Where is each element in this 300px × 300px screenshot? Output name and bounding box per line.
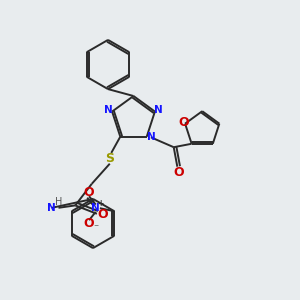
Text: O: O [84, 186, 94, 199]
Text: N: N [147, 132, 155, 142]
Text: N: N [103, 105, 112, 115]
Text: N: N [154, 105, 163, 115]
Text: O: O [84, 217, 94, 230]
Text: O: O [173, 166, 184, 178]
Text: O: O [178, 116, 189, 129]
Text: H: H [55, 197, 62, 207]
Text: N: N [91, 203, 100, 213]
Text: O: O [97, 208, 108, 221]
Text: +: + [98, 200, 103, 208]
Text: N: N [47, 203, 56, 213]
Text: S: S [105, 152, 114, 165]
Text: ⁻: ⁻ [93, 223, 98, 233]
